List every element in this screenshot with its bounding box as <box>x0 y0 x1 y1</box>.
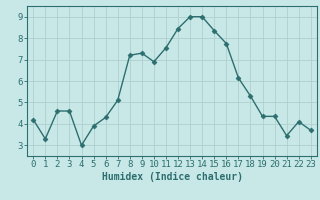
X-axis label: Humidex (Indice chaleur): Humidex (Indice chaleur) <box>101 172 243 182</box>
